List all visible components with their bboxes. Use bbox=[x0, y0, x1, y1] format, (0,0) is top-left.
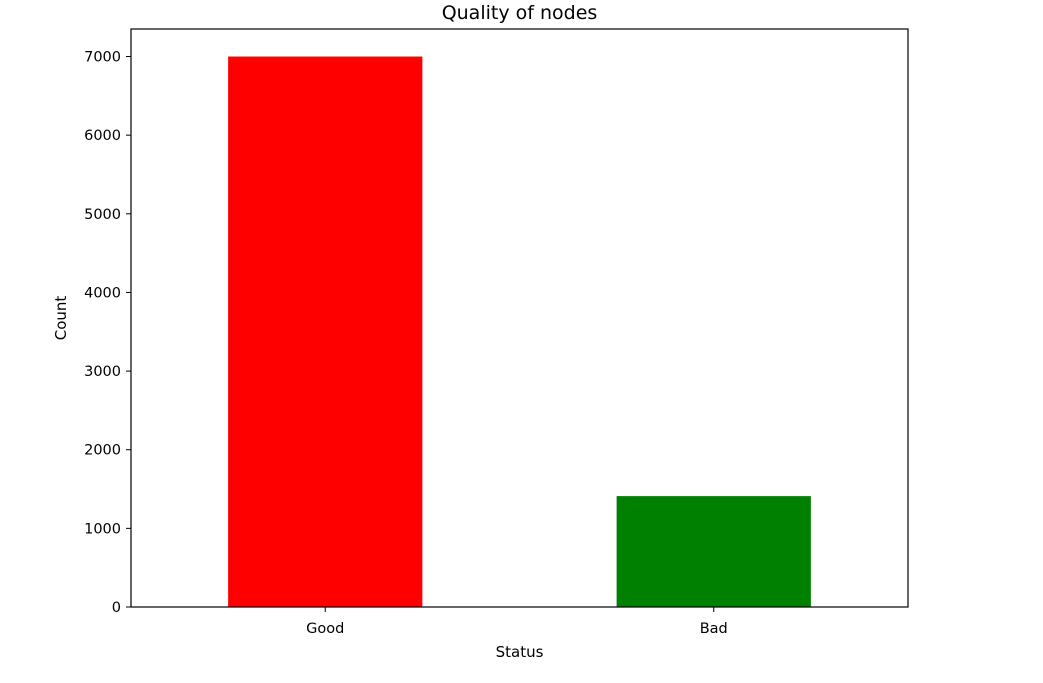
x-ticks-group: Good Bad bbox=[306, 607, 728, 637]
x-axis-label: Status bbox=[496, 643, 544, 661]
y-tick-label: 0 bbox=[112, 600, 121, 616]
bar-good bbox=[228, 56, 423, 608]
bar-bad bbox=[616, 496, 811, 607]
y-axis-label: Count bbox=[52, 296, 70, 341]
y-tick-label: 7000 bbox=[84, 50, 121, 66]
chart-title: Quality of nodes bbox=[442, 2, 598, 24]
bars-group bbox=[228, 56, 811, 608]
y-tick-label: 6000 bbox=[84, 128, 121, 144]
axes-frame bbox=[130, 28, 909, 608]
y-tick-label: 5000 bbox=[84, 207, 121, 223]
x-tick-label: Good bbox=[306, 621, 344, 637]
x-tick-label: Bad bbox=[700, 621, 728, 637]
y-tick-label: 3000 bbox=[84, 364, 121, 380]
y-tick-label: 4000 bbox=[84, 285, 121, 301]
y-ticks-group: 0 1000 2000 3000 4000 5000 6000 7000 bbox=[84, 50, 131, 616]
y-tick-label: 2000 bbox=[84, 443, 121, 459]
y-tick-label: 1000 bbox=[84, 521, 121, 537]
